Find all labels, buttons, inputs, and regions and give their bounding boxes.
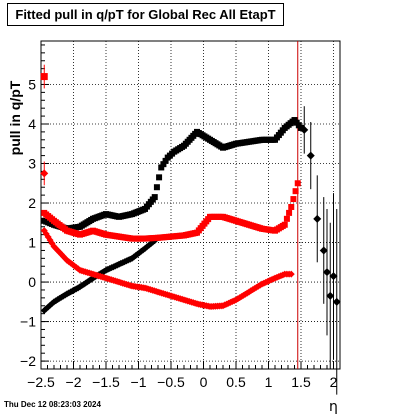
- plot-frame: [40, 40, 341, 370]
- black-tail-point: [329, 272, 338, 281]
- x-axis-label: η: [329, 399, 338, 414]
- black-tail-point: [306, 151, 315, 160]
- red-upper-point: [294, 180, 301, 187]
- y-tick-label: 0: [28, 274, 36, 290]
- y-tick-label: 4: [28, 116, 36, 132]
- y-tick-label: 5: [28, 76, 36, 92]
- red-lower-point: [287, 270, 295, 278]
- black-tail-point: [332, 297, 341, 306]
- x-tick-label: 1.5: [291, 374, 311, 390]
- red-edge-point: [40, 169, 49, 178]
- red-upper-point: [290, 196, 297, 203]
- x-tick-label: −0.5: [157, 374, 185, 390]
- red-edge-point: [40, 73, 48, 81]
- x-tick-label: −1.5: [92, 374, 120, 390]
- timestamp: Thu Dec 12 08:23:03 2024: [4, 400, 101, 409]
- y-tick-label: 3: [28, 156, 36, 172]
- x-tick-label: 0: [200, 374, 208, 390]
- x-tick-label: 2: [330, 374, 338, 390]
- x-tick-label: −1: [131, 374, 147, 390]
- black-upper-point: [298, 124, 304, 131]
- black-tail-point: [313, 214, 322, 223]
- black-upper-point: [156, 174, 163, 181]
- data-markers: [40, 64, 341, 395]
- red-lower-point: [57, 250, 65, 258]
- black-upper-point: [160, 161, 167, 168]
- black-upper-point: [162, 157, 169, 164]
- x-tick-label: 0.5: [226, 374, 246, 390]
- black-upper-point: [158, 164, 165, 171]
- black-upper-point: [151, 194, 158, 201]
- red-upper-point: [288, 203, 295, 210]
- red-upper-point: [292, 188, 299, 195]
- y-tick-label: 1: [28, 235, 36, 251]
- x-tick-label: −2: [66, 374, 82, 390]
- x-tick-label: −2.5: [27, 374, 55, 390]
- black-upper-point: [153, 184, 160, 191]
- y-axis-label: pull in q/pT: [7, 80, 23, 155]
- y-tick-label: 2: [28, 195, 36, 211]
- x-tick-label: 1: [265, 374, 273, 390]
- red-upper-point: [283, 215, 290, 222]
- black-tail-point: [323, 268, 331, 277]
- y-tick-label: −1: [20, 314, 36, 330]
- black-tail-point: [319, 246, 328, 255]
- red-upper-point: [281, 221, 288, 228]
- y-tick-label: −2: [20, 353, 36, 369]
- chart-title: Fitted pull in q/pT for Global Rec All E…: [7, 3, 284, 26]
- grid-lines: [40, 41, 340, 369]
- black-tail-point: [326, 291, 335, 300]
- black-tail-point: [300, 125, 309, 134]
- red-upper-point: [286, 209, 293, 216]
